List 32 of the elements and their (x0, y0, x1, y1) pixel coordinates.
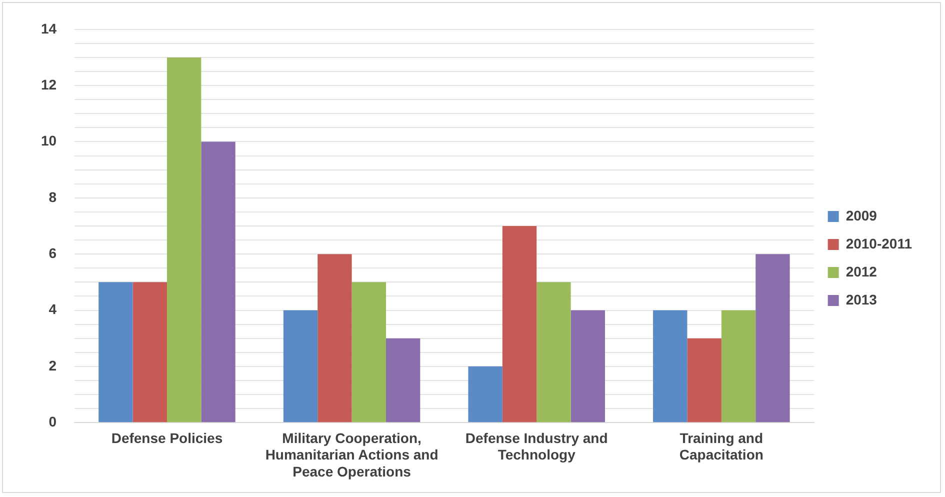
y-tick-label: 4 (48, 301, 57, 318)
bar (352, 282, 386, 422)
y-tick-label: 10 (40, 132, 57, 149)
bar (132, 282, 167, 422)
bar (201, 142, 236, 422)
legend-label: 2013 (846, 291, 878, 308)
x-tick-label: Training and Capacitation (679, 430, 764, 463)
bar (721, 310, 756, 422)
x-tick-label: Military Cooperation, Humanitarian Actions and Peace Operations (265, 430, 438, 480)
y-tick-label: 0 (48, 413, 57, 430)
bar (570, 310, 605, 422)
bar (653, 310, 688, 422)
y-tick-label: 6 (48, 244, 57, 261)
legend-label: 2012 (846, 263, 878, 280)
bar (98, 282, 133, 422)
x-tick-label: Defense Policies (111, 430, 223, 446)
bar (386, 338, 420, 422)
bar (687, 338, 722, 422)
x-tick-label: Defense Industry and Technology (465, 430, 608, 463)
bar (166, 57, 202, 422)
y-tick-label: 12 (40, 76, 57, 92)
y-tick-label: 8 (48, 188, 57, 205)
bar (756, 254, 790, 422)
legend-label: 2009 (846, 207, 878, 224)
bar (502, 226, 537, 422)
y-tick-label: 2 (48, 357, 57, 374)
bar (536, 282, 571, 422)
bar (283, 310, 318, 422)
bar (318, 254, 352, 422)
bar (468, 366, 502, 422)
y-tick-label: 14 (40, 20, 57, 36)
legend-label: 2010-2011 (846, 235, 912, 252)
